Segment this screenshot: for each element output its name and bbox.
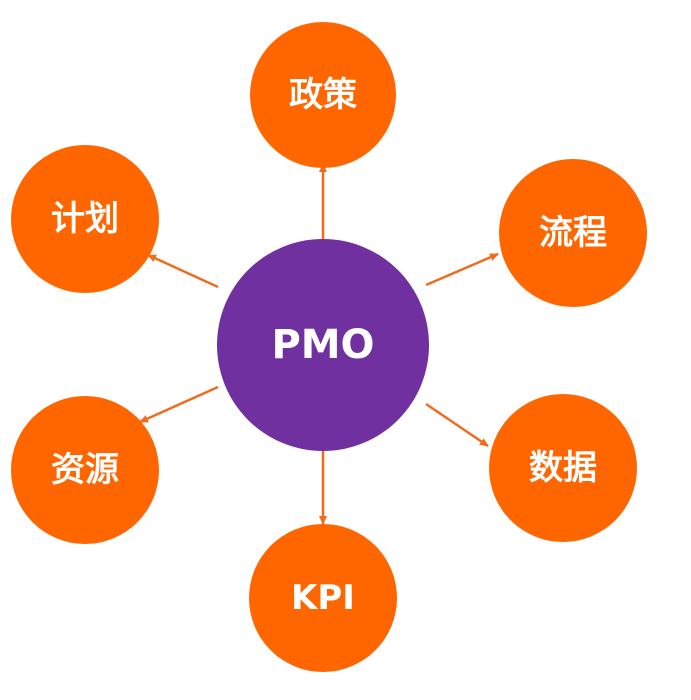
node-plan-label: 计划 [51, 199, 119, 239]
node-kpi-circle [249, 524, 397, 672]
arrow-to-plan [147, 253, 219, 289]
center-node-pmo: PMO [217, 239, 429, 451]
node-data-circle [489, 394, 637, 542]
node-process-label: 流程 [539, 213, 607, 253]
connectors [139, 163, 499, 525]
node-policy-label: 政策 [289, 75, 357, 115]
node-data-label: 数据 [529, 448, 597, 488]
node-kpi-label: KPI [291, 578, 355, 618]
node-resources: 资源 [11, 396, 159, 544]
node-data: 数据 [489, 394, 637, 542]
center-label: PMO [271, 322, 374, 368]
node-plan: 计划 [11, 145, 159, 293]
node-plan-circle [11, 145, 159, 293]
node-resources-circle [11, 396, 159, 544]
node-policy: 政策 [250, 22, 396, 168]
arrow-to-process [425, 252, 499, 287]
node-process-circle [499, 159, 647, 307]
node-policy-circle [250, 22, 396, 168]
node-resources-label: 资源 [51, 450, 119, 490]
arrow-to-resources [139, 385, 219, 424]
node-kpi: KPI [249, 524, 397, 672]
node-process: 流程 [499, 159, 647, 307]
arrow-to-data [425, 402, 489, 448]
center-circle [217, 239, 429, 451]
